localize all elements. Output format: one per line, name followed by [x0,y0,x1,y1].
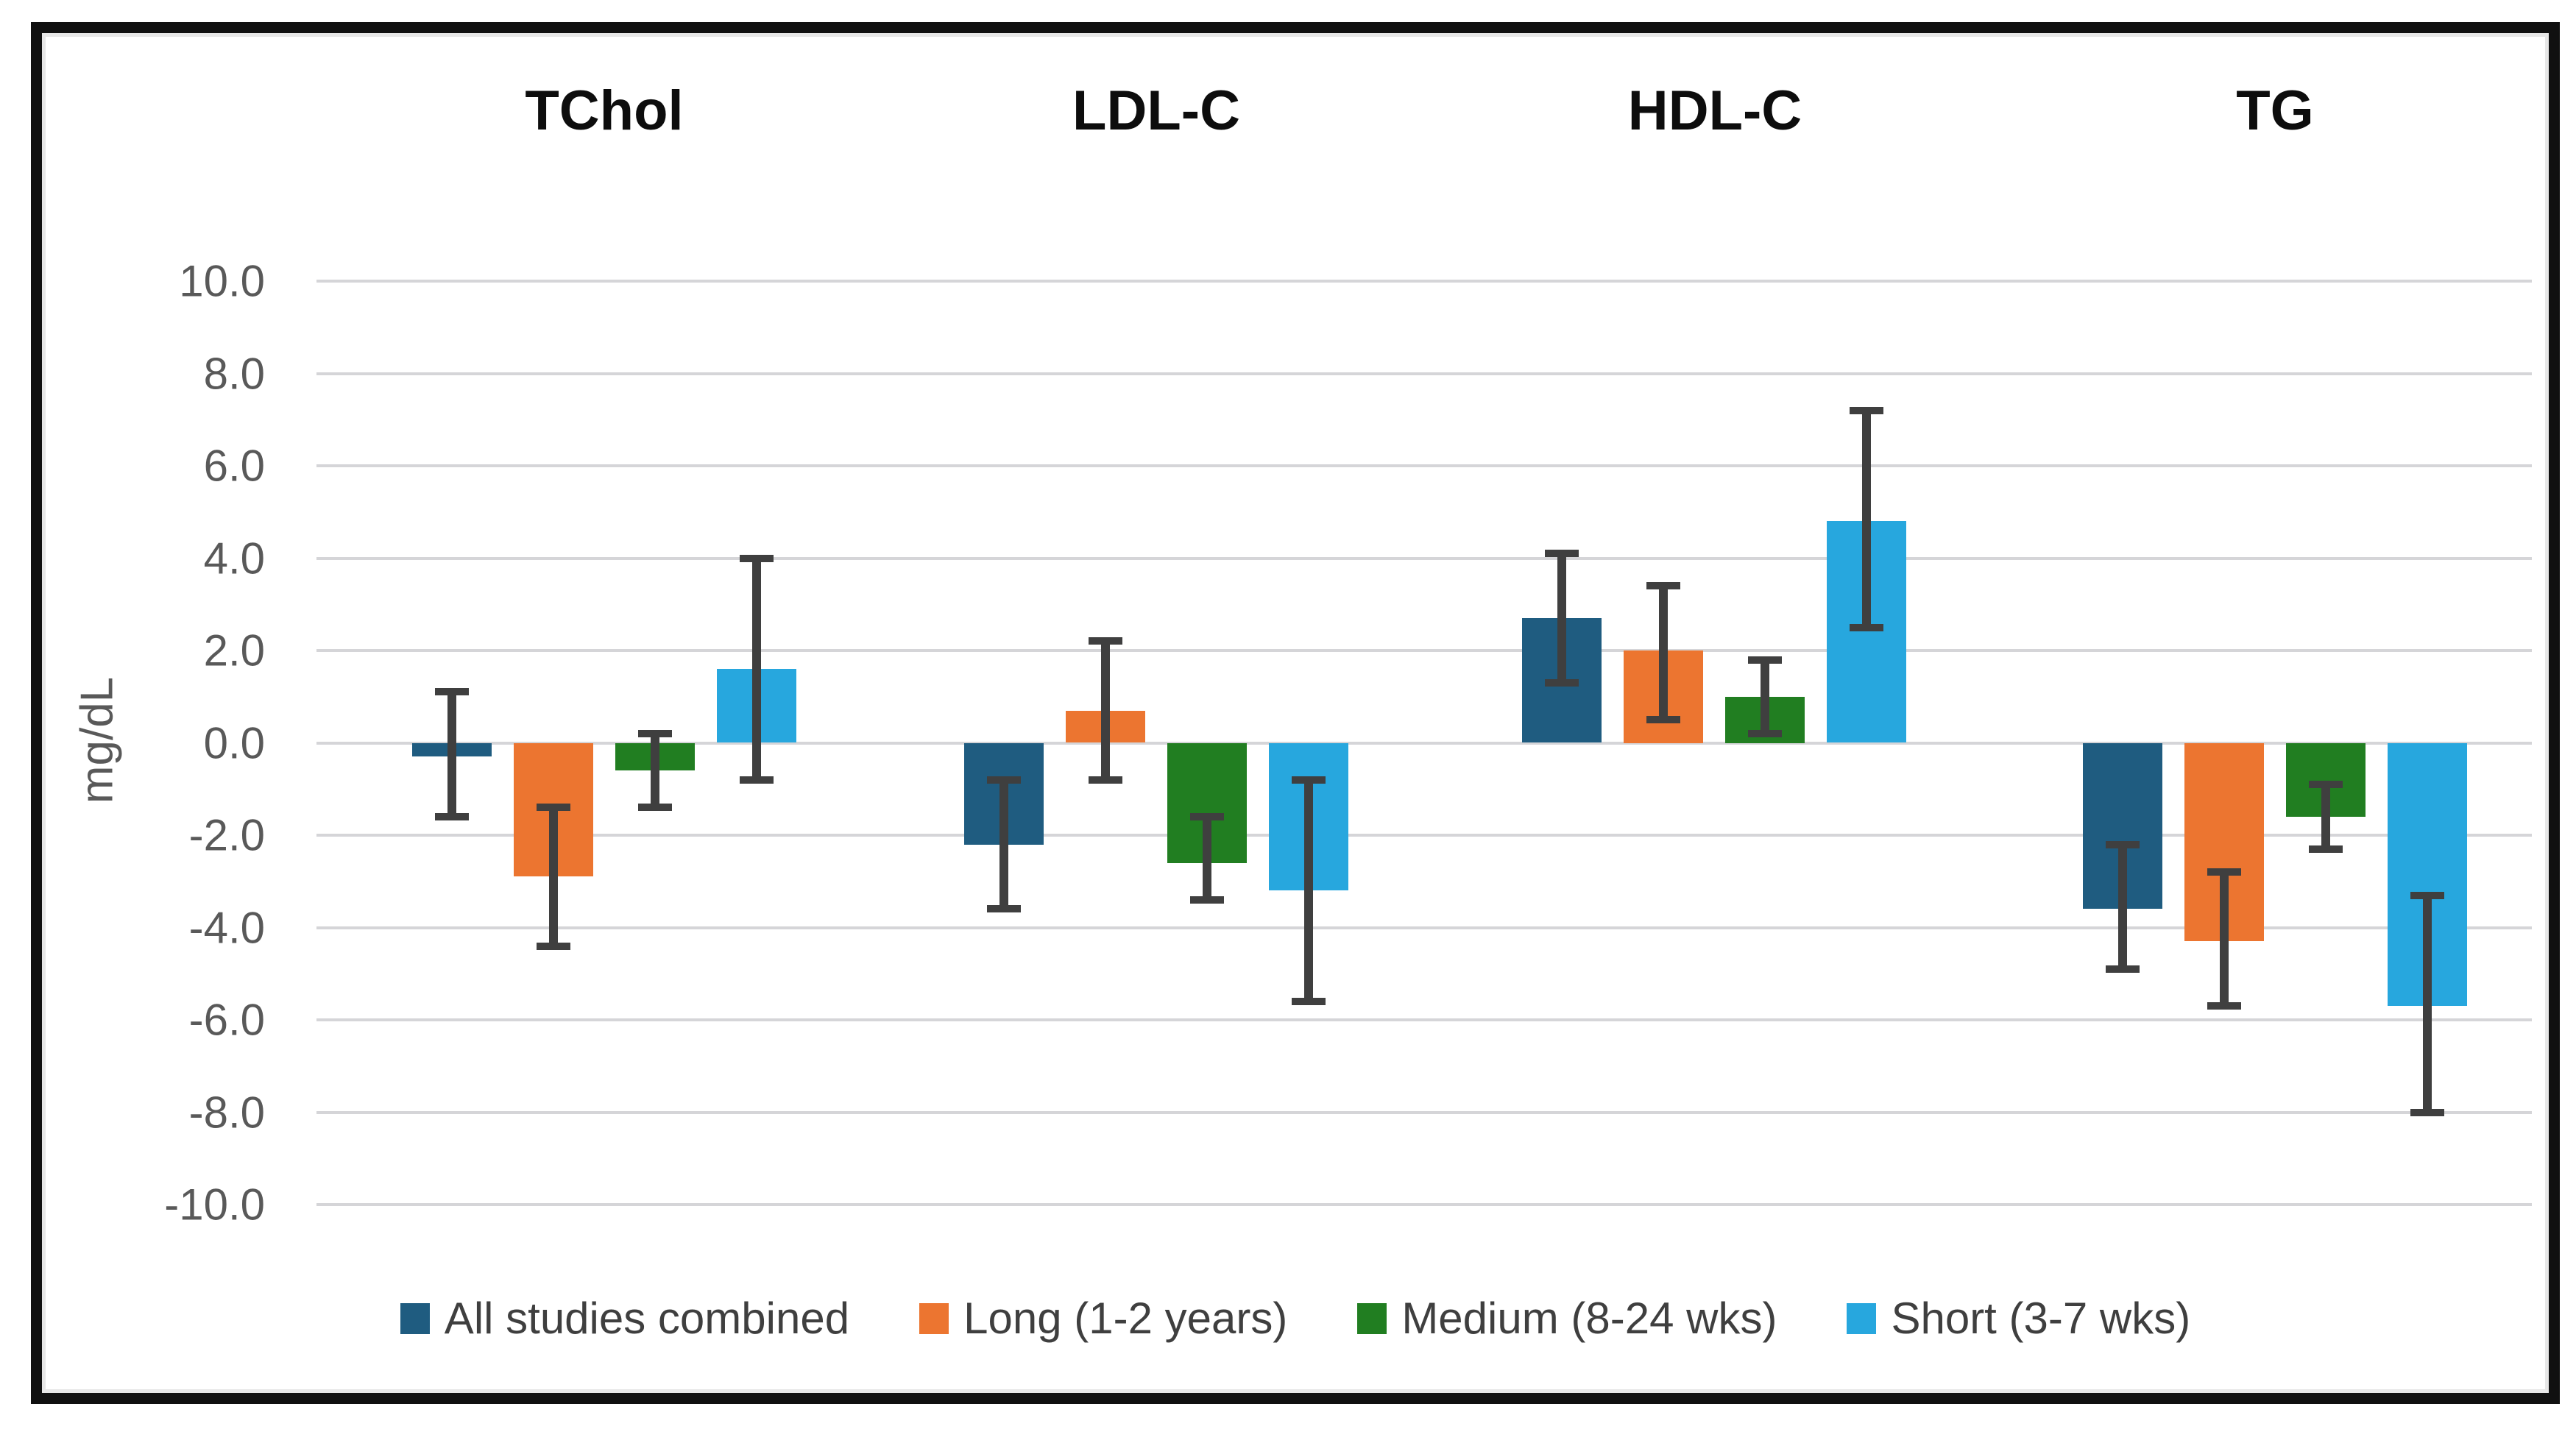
error-bar [549,807,559,946]
error-bar-cap [435,688,470,696]
error-bar [2219,872,2229,1007]
group-title-hdl-c: HDL-C [1627,79,1802,142]
group-title-ldl-c: LDL-C [1072,79,1240,142]
gridline [316,834,2532,837]
error-bar-cap [2207,1002,2241,1010]
y-tick-label: 6.0 [203,441,265,491]
gridline [316,1110,2532,1114]
y-axis-tick-labels: 10.0 8.0 6.0 4.0 2.0 0.0 -2.0 -4.0 -6.0 -8.0 -10.0 [42,257,265,1230]
error-bar-cap [1189,812,1224,820]
y-tick-label: -8.0 [188,1088,265,1137]
legend-label: Long (1-2 years) [963,1294,1288,1343]
error-bar-cap [1291,997,1326,1005]
error-bar [1303,779,1313,1001]
y-tick-label: -2.0 [188,810,265,860]
error-bar-cap [740,554,774,562]
error-bar [999,779,1008,909]
error-bar-cap [2207,868,2241,876]
error-bar [1557,553,1567,683]
error-bar-cap [435,812,470,820]
error-bar-cap [2105,965,2140,973]
legend-label: Medium (8-24 wks) [1401,1294,1777,1343]
error-bar-cap [986,776,1021,784]
y-tick-label: -10.0 [164,1180,265,1230]
gridline [316,464,2532,467]
error-bar-cap [1646,716,1681,724]
legend-item: Short (3-7 wks) [1847,1293,2190,1344]
error-bar-cap [1545,550,1579,558]
y-tick-label: 8.0 [203,349,265,398]
gridline [316,741,2532,745]
error-bar-cap [740,776,774,784]
y-tick-label: 0.0 [203,718,265,767]
error-bar-cap [2308,845,2343,853]
legend-item: Long (1-2 years) [919,1293,1287,1344]
y-tick-label: 2.0 [203,625,265,676]
legend: All studies combined Long (1-2 years) Medi… [42,1293,2549,1344]
error-bar [2422,895,2432,1113]
error-bar-cap [1545,678,1579,687]
legend-marker [1847,1302,1877,1334]
error-bar-cap [2410,1108,2444,1116]
error-bar-cap [638,729,673,737]
error-bar-cap [638,804,673,812]
error-bar-cap [1189,896,1224,904]
error-bar [1862,410,1872,628]
error-bar-cap [1850,406,1884,414]
legend-item: Medium (8-24 wks) [1357,1293,1777,1344]
error-bar [1761,659,1770,734]
error-bar [447,692,457,817]
error-bar-cap [1748,656,1783,664]
error-bar [752,558,762,780]
plot-area [316,280,2532,1206]
error-bar-cap [1748,729,1783,737]
gridline [316,1203,2532,1206]
y-tick-label: -4.0 [188,903,265,952]
gridline [316,372,2532,375]
error-bar [651,733,660,808]
error-bar-cap [537,804,571,812]
y-tick-label: -6.0 [188,995,265,1045]
group-title-tchol: TChol [525,79,684,142]
error-bar-cap [1088,776,1122,784]
error-bar [1659,586,1669,720]
gridline [316,556,2532,560]
error-bar-cap [1850,623,1884,631]
gridline [316,280,2532,283]
error-bar-cap [1291,776,1326,784]
error-bar [2117,844,2127,969]
legend-label: Short (3-7 wks) [1891,1294,2191,1343]
legend-marker [919,1302,949,1334]
group-title-tg: TG [2236,79,2314,142]
error-bar [1202,816,1211,900]
legend-label: All studies combined [444,1294,850,1343]
error-bar-cap [2410,891,2444,899]
error-bar-cap [1088,637,1122,645]
legend-marker [1357,1302,1387,1334]
gridline [316,1018,2532,1021]
gridline [316,649,2532,652]
chart-frame: TChol LDL-C HDL-C TG mg/dL 10.0 8.0 6.0 4.0… [31,22,2560,1404]
error-bar [1100,641,1110,780]
error-bar-cap [986,905,1021,913]
error-bar-cap [2308,780,2343,788]
legend-item: All studies combined [400,1293,849,1344]
legend-marker [400,1302,430,1334]
y-tick-label: 10.0 [179,256,265,306]
error-bar-cap [1646,582,1681,590]
error-bar-cap [537,942,571,950]
gridline [316,926,2532,929]
error-bar [2321,784,2330,849]
y-tick-label: 4.0 [203,533,265,583]
error-bar-cap [2105,840,2140,848]
